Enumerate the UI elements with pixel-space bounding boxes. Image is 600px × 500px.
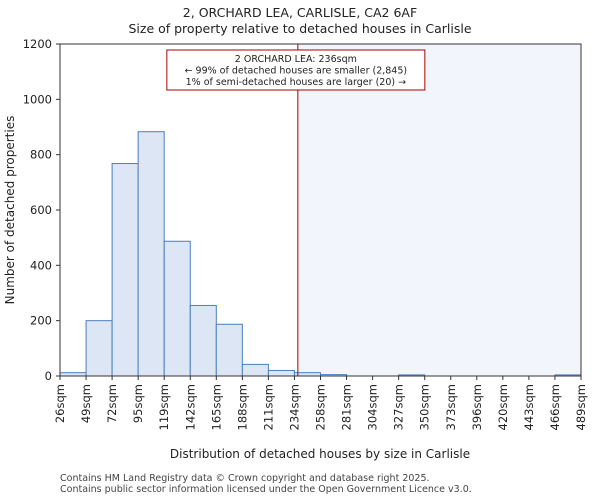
- y-axis: 0 200 400 600 800 1000 1200: [23, 37, 60, 383]
- y-tick-label: 800: [30, 148, 52, 162]
- x-tick-label: 350sqm: [418, 384, 432, 430]
- annotation-line-3: 1% of semi-detached houses are larger (2…: [186, 77, 406, 88]
- annotation-line-2: ← 99% of detached houses are smaller (2,…: [185, 66, 408, 77]
- x-tick-label: 188sqm: [235, 384, 249, 430]
- bar-188sqm: [241, 363, 269, 377]
- y-tick-label: 1200: [23, 37, 52, 51]
- x-tick-label: 489sqm: [574, 384, 588, 430]
- annotation-box: [166, 49, 426, 91]
- footer-licence: Contains public sector information licen…: [60, 484, 472, 495]
- y-axis-label: Number of detached properties: [3, 116, 17, 305]
- x-tick-label: 49sqm: [79, 384, 93, 423]
- x-tick-label: 165sqm: [209, 384, 223, 430]
- bar-142sqm: [189, 304, 217, 377]
- x-tick-label: 466sqm: [548, 384, 562, 430]
- chart-subtitle: Size of property relative to detached ho…: [128, 21, 471, 36]
- bar-119sqm: [163, 240, 191, 377]
- bars-layer: [59, 131, 582, 377]
- x-tick-label: 373sqm: [444, 384, 458, 430]
- x-axis: 26sqm 49sqm 72sqm 95sqm 119sqm 142sqm 165sqm 18…: [53, 376, 588, 430]
- x-tick-label: 258sqm: [314, 384, 328, 430]
- x-tick-label: 142sqm: [183, 384, 197, 430]
- x-tick-label: 26sqm: [53, 384, 67, 423]
- x-tick-label: 234sqm: [287, 384, 301, 430]
- bar-211sqm: [267, 369, 295, 377]
- bar-165sqm: [215, 323, 243, 377]
- y-tick-label: 0: [45, 369, 52, 383]
- property-annotation: 2 ORCHARD LEA: 236sqm ← 99% of detached …: [166, 49, 426, 91]
- x-tick-label: 396sqm: [470, 384, 484, 430]
- x-axis-label: Distribution of detached houses by size …: [170, 447, 470, 461]
- bar-49sqm: [85, 320, 113, 377]
- x-tick-label: 72sqm: [105, 384, 119, 423]
- x-tick-label: 119sqm: [157, 384, 171, 430]
- footer-copyright: Contains HM Land Registry data © Crown c…: [60, 473, 430, 484]
- x-tick-label: 420sqm: [496, 384, 510, 430]
- y-tick-label: 400: [30, 258, 52, 272]
- x-tick-label: 304sqm: [366, 384, 380, 430]
- x-tick-label: 281sqm: [340, 384, 354, 430]
- x-tick-label: 211sqm: [261, 384, 275, 430]
- y-tick-label: 600: [30, 203, 52, 217]
- highlight-region: [297, 44, 581, 376]
- x-tick-label: 443sqm: [522, 384, 536, 430]
- chart-title: 2, ORCHARD LEA, CARLISLE, CA2 6AF: [183, 5, 417, 20]
- x-tick-label: 95sqm: [131, 384, 145, 423]
- bar-72sqm: [111, 163, 139, 377]
- x-tick-label: 327sqm: [392, 384, 406, 430]
- y-tick-label: 200: [30, 314, 52, 328]
- annotation-line-1: 2 ORCHARD LEA: 236sqm: [235, 54, 357, 65]
- bar-95sqm: [137, 131, 165, 377]
- y-tick-label: 1000: [23, 92, 52, 106]
